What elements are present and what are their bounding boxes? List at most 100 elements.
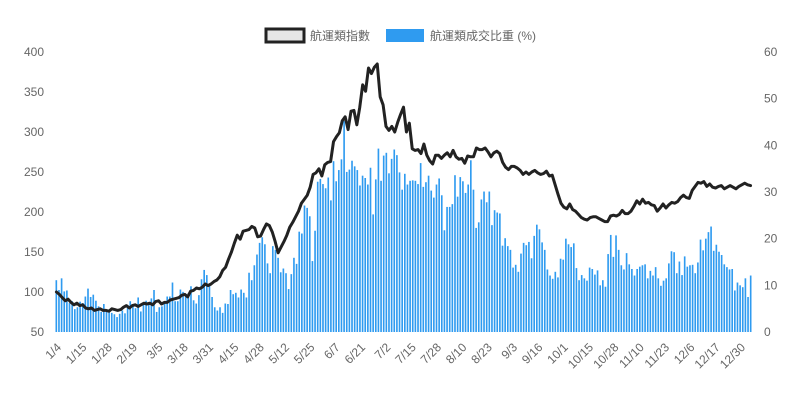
bar [562, 259, 565, 332]
bar [338, 170, 340, 332]
bar [158, 307, 161, 332]
bar [475, 227, 477, 332]
bar [448, 206, 451, 332]
bar [137, 297, 139, 332]
bar [124, 313, 126, 332]
bar [710, 226, 712, 332]
bar [485, 202, 488, 332]
bar [419, 163, 422, 332]
bar [504, 238, 506, 332]
bar [332, 161, 335, 332]
bar [652, 275, 654, 332]
bar [530, 258, 533, 332]
bar [163, 302, 166, 332]
bar [683, 256, 686, 332]
bar [433, 197, 435, 332]
bar [229, 290, 232, 332]
bar [324, 188, 327, 332]
bar [633, 275, 636, 332]
bar [591, 269, 594, 332]
x-tick-label: 9/16 [519, 340, 546, 367]
bar [446, 206, 448, 332]
legend-item-index-line[interactable]: 航運類指數 [264, 27, 370, 44]
bar [604, 286, 607, 332]
bar [512, 267, 514, 332]
x-tick-label: 1/15 [63, 340, 90, 367]
bar [211, 297, 213, 332]
bar [691, 264, 694, 332]
bar [385, 152, 388, 332]
bar [615, 235, 617, 332]
bar [285, 273, 287, 332]
y-right-tick-label: 40 [764, 138, 778, 152]
bar [274, 249, 277, 332]
bar [308, 216, 311, 332]
bar [697, 262, 699, 332]
bar [678, 261, 681, 332]
x-tick-label: 12/30 [717, 340, 748, 371]
bar [459, 177, 462, 332]
bar [105, 311, 108, 332]
y-left-tick-label: 100 [24, 285, 44, 299]
bar [496, 212, 499, 332]
bar [198, 295, 200, 332]
bar [174, 301, 176, 332]
bar [438, 178, 440, 332]
bar [662, 280, 665, 332]
bar [646, 278, 649, 332]
bar [76, 307, 79, 332]
bar [335, 181, 337, 332]
bar [147, 304, 150, 332]
bar [425, 182, 427, 332]
bar [636, 269, 638, 332]
x-axis: 1/41/151/282/19 3/53/183/314/154/285/125/… [42, 340, 748, 371]
bar [227, 304, 229, 332]
bar [520, 253, 522, 332]
bar [747, 297, 749, 332]
bar [142, 304, 145, 332]
bar [546, 269, 549, 332]
legend[interactable]: 航運類指數 航運類成交比重 (%) [264, 27, 536, 44]
bar [316, 181, 319, 332]
bar [720, 255, 723, 332]
bar [686, 266, 689, 332]
bar [200, 279, 203, 332]
bar [87, 288, 89, 332]
bar [242, 292, 245, 332]
y-left-tick-label: 50 [31, 325, 45, 339]
bar [401, 189, 403, 332]
bar [609, 234, 612, 332]
y-left-tick-label: 350 [24, 85, 44, 99]
bar [472, 189, 475, 332]
bar [184, 296, 187, 332]
bar [422, 186, 425, 332]
bar [638, 266, 641, 332]
bar [404, 173, 406, 332]
bar [440, 195, 443, 332]
bar [192, 300, 195, 332]
bar [219, 307, 221, 332]
y-right-tick-label: 60 [764, 45, 778, 59]
bar [451, 204, 454, 332]
bar [166, 296, 169, 332]
bar [322, 184, 324, 332]
bar [139, 311, 142, 332]
bar [477, 222, 480, 332]
bar [250, 280, 253, 332]
bar [68, 303, 71, 332]
bar [126, 304, 129, 332]
legend-item-volume-bar[interactable]: 航運類成交比重 (%) [386, 28, 536, 43]
bar [248, 272, 250, 332]
bar [187, 293, 190, 332]
x-tick-label: 7/15 [392, 340, 419, 367]
bar [396, 155, 398, 332]
bar [665, 278, 668, 332]
x-tick-label: 8/10 [443, 340, 470, 367]
bar [113, 314, 116, 332]
bar [462, 181, 464, 332]
bar [599, 285, 602, 332]
bar [506, 246, 509, 332]
bar [374, 179, 377, 332]
bar [213, 307, 216, 332]
bar [92, 294, 95, 332]
